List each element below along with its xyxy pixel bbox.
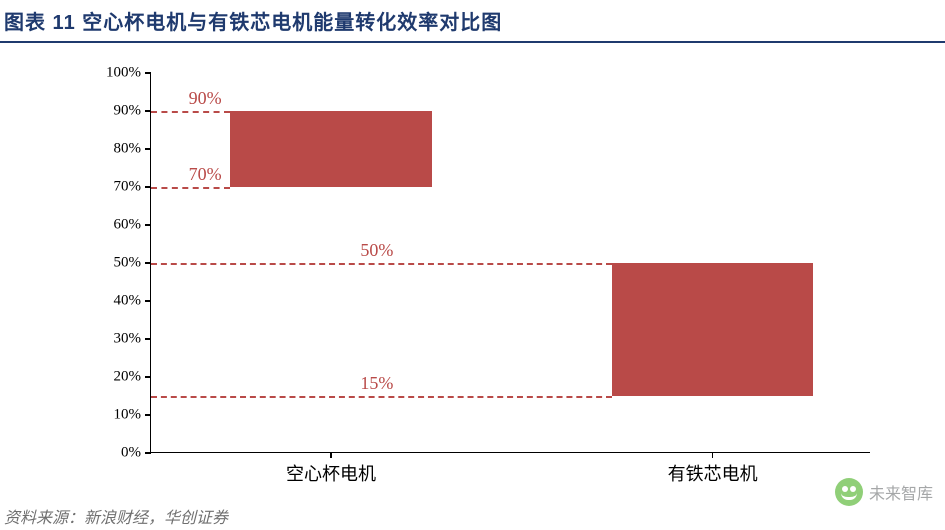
y-tick [145,376,151,378]
y-tick-label: 60% [114,217,142,234]
guide-line [151,187,230,189]
plot-region: 0%10%20%30%40%50%60%70%80%90%100%90%70%空… [150,73,870,453]
y-tick-label: 20% [114,369,142,386]
x-tick [330,452,332,458]
watermark: 未来智库 [835,478,933,506]
watermark-text: 未来智库 [869,480,933,504]
y-tick-label: 70% [114,179,142,196]
guide-label: 50% [358,240,395,261]
y-tick-label: 100% [106,65,141,82]
y-tick [145,148,151,150]
guide-label: 15% [358,373,395,394]
x-tick-label: 空心杯电机 [286,460,376,486]
y-tick [145,72,151,74]
y-tick [145,414,151,416]
source-footnote: 资料来源：新浪财经，华创证券 [4,504,228,528]
range-bar [612,263,814,396]
chart-area: 0% 10% 20% 30% 40% 50% 60% 70% 80% 90% 100% 90% 70% 空… [90,67,880,487]
y-tick [145,224,151,226]
y-tick-label: 10% [114,407,142,424]
wechat-icon [835,478,863,506]
y-tick-label: 30% [114,331,142,348]
y-tick [145,338,151,340]
range-bar [230,111,432,187]
y-tick-label: 0% [121,445,141,462]
guide-label: 90% [187,88,224,109]
y-tick-label: 40% [114,293,142,310]
guide-line [151,263,612,265]
y-tick [145,300,151,302]
guide-line [151,111,230,113]
y-tick-label: 80% [114,141,142,158]
guide-label: 70% [187,164,224,185]
chart-title: 图表 11 空心杯电机与有铁芯电机能量转化效率对比图 [4,6,937,35]
y-tick-label: 90% [114,103,142,120]
y-tick-label: 50% [114,255,142,272]
guide-line [151,396,612,398]
x-tick [712,452,714,458]
y-tick [145,452,151,454]
chart-title-bar: 图表 11 空心杯电机与有铁芯电机能量转化效率对比图 [0,0,945,43]
x-tick-label: 有铁芯电机 [668,460,758,486]
